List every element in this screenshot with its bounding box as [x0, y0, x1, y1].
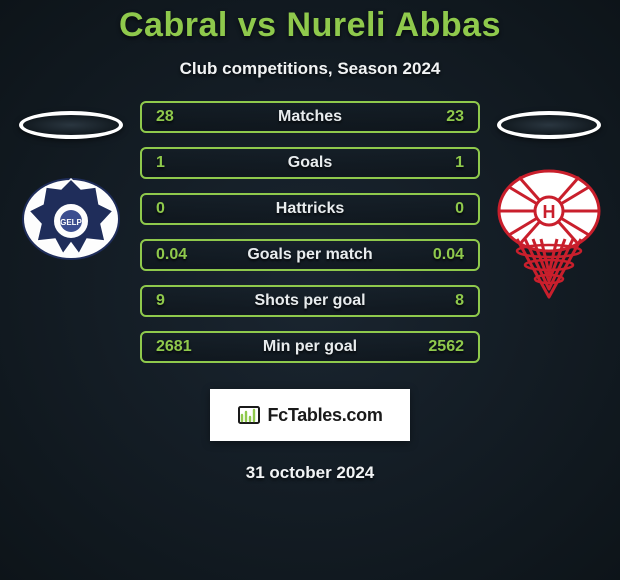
stat-label: Min per goal [263, 338, 357, 356]
stat-row: 28 Matches 23 [140, 101, 480, 133]
stat-row: 0.04 Goals per match 0.04 [140, 239, 480, 271]
date: 31 october 2024 [246, 463, 375, 483]
stat-left-value: 0 [156, 200, 196, 218]
right-ellipse-placeholder [497, 111, 601, 139]
gimnasia-logo: GELP [21, 169, 121, 269]
stat-label: Goals per match [247, 246, 372, 264]
right-side: H [494, 101, 604, 299]
svg-text:H: H [543, 202, 556, 222]
left-side: GELP [16, 101, 126, 269]
stat-label: Goals [288, 154, 332, 172]
stat-left-value: 9 [156, 292, 196, 310]
stat-right-value: 0.04 [424, 246, 464, 264]
stat-right-value: 0 [424, 200, 464, 218]
fctables-icon [237, 403, 261, 427]
huracan-logo: H [495, 169, 603, 299]
stat-left-value: 1 [156, 154, 196, 172]
stat-row: 0 Hattricks 0 [140, 193, 480, 225]
stat-right-value: 1 [424, 154, 464, 172]
stats-table: 28 Matches 23 1 Goals 1 0 Hattricks 0 0.… [140, 101, 480, 363]
left-ellipse-placeholder [19, 111, 123, 139]
stat-left-value: 28 [156, 108, 196, 126]
stat-right-value: 8 [424, 292, 464, 310]
comparison-card: Cabral vs Nureli Abbas Club competitions… [0, 0, 620, 580]
middle-row: GELP 28 Matches 23 1 Goals 1 0 Hattricks… [0, 101, 620, 363]
stat-label: Shots per goal [254, 292, 365, 310]
stat-left-value: 2681 [156, 338, 196, 356]
stat-row: 1 Goals 1 [140, 147, 480, 179]
stat-row: 2681 Min per goal 2562 [140, 331, 480, 363]
fctables-badge: FcTables.com [210, 389, 410, 441]
stat-label: Matches [278, 108, 342, 126]
fctables-text: FcTables.com [267, 405, 382, 426]
svg-text:GELP: GELP [60, 218, 82, 227]
stat-row: 9 Shots per goal 8 [140, 285, 480, 317]
stat-label: Hattricks [276, 200, 344, 218]
title: Cabral vs Nureli Abbas [119, 6, 501, 45]
stat-right-value: 23 [424, 108, 464, 126]
subtitle: Club competitions, Season 2024 [180, 59, 441, 79]
stat-left-value: 0.04 [156, 246, 196, 264]
stat-right-value: 2562 [424, 338, 464, 356]
